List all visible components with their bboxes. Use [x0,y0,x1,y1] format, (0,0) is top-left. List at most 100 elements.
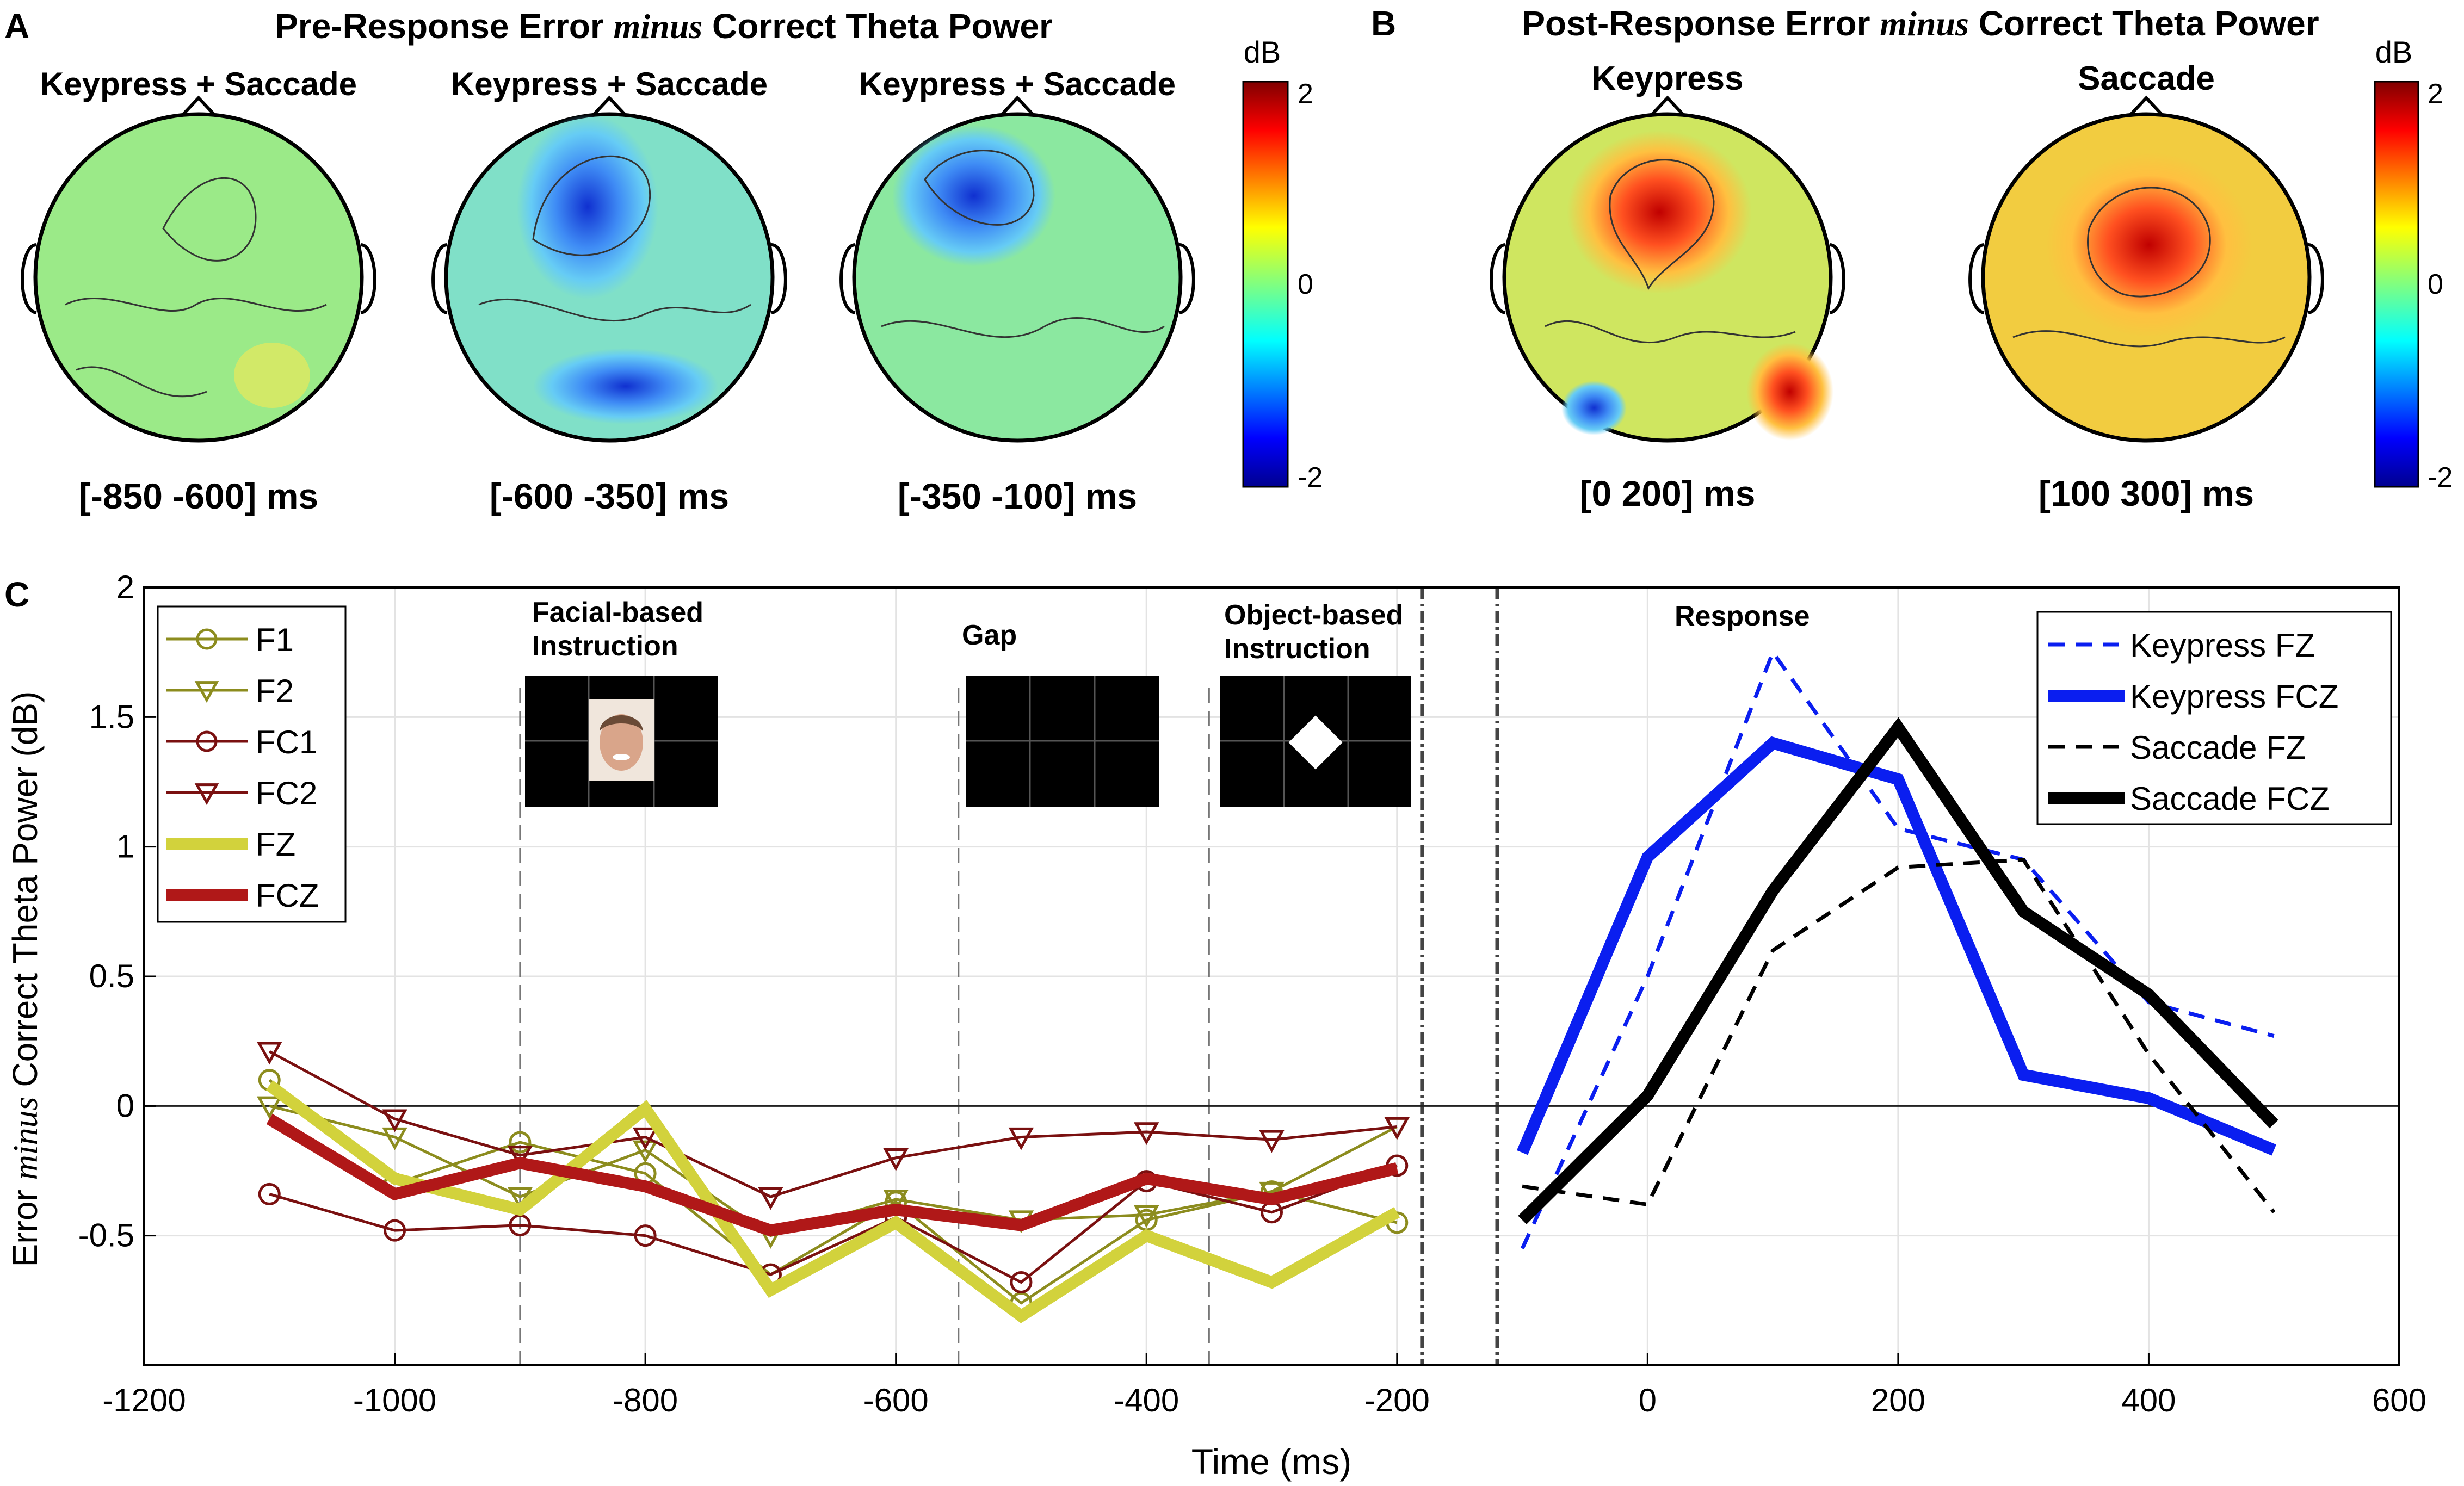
topomap-b2-contour [2012,330,2286,348]
y-tick-label: 1 [116,828,134,865]
topomap-b1-hot-spot-lower [1746,343,1833,441]
face-photo-smile [613,754,630,760]
colorbar-a-tick-mid: 0 [1298,269,1313,300]
panel-a-title-minus: minus [614,7,703,46]
topomap-b1-nose [1650,95,1685,117]
data-point-fc2 [257,1042,282,1065]
y-tick-label: -0.5 [78,1217,134,1254]
legend-label-saccade-fz: Saccade FZ [2130,729,2306,766]
topomap-b1-cold-spot [1561,381,1627,435]
panel-a-letter: A [4,7,29,46]
topomap-a1: Keypress + Saccade [-850 -600] ms [21,66,376,516]
data-point-f1 [509,1131,532,1154]
topomap-b2-contour [2087,187,2211,298]
topomap-a2-nose [591,95,627,117]
x-tick-label: -600 [863,1382,929,1419]
topomap-a3-ear-left [839,243,856,314]
topomap-a1-nose [181,95,217,117]
panel-b-title-post: Correct Theta Power [1969,4,2319,43]
legend-left-items: F1 F2 FC1 FC2 FZ FCZ [166,622,319,914]
y-axis-label: Error minus Correct Theta Power (dB) [5,691,45,1267]
y-axis-ticks: -0.5 0 0.5 1 1.5 2 [78,569,156,1254]
data-point-fc2 [1384,1117,1410,1140]
data-point-fc1 [384,1219,406,1242]
panel-c: C Facial-based Instruction Gap Object-ba… [4,569,2426,1482]
series-line-keypress-fcz [1516,736,2276,1156]
topomap-b1-ear-right [1829,243,1845,314]
colorbar-b: dB 2 0 -2 [2374,35,2453,493]
topomap-b2-nose [2128,95,2164,117]
topomap-a1-ear-right [360,243,376,314]
data-point-f2 [257,1096,282,1119]
face-photo-hair [600,715,643,732]
series-line-saccade-fcz [1518,717,2278,1224]
series-line-fz [265,1080,1400,1323]
topomap-a2-contour [478,298,751,322]
x-axis-label: Time (ms) [1191,1441,1352,1482]
data-point-fc2 [1008,1127,1034,1150]
topomap-a1-window: [-850 -600] ms [79,476,318,516]
legend-label-fz: FZ [256,826,295,863]
legend-marker-fc1 [196,730,218,752]
topomap-a3-nose [999,95,1035,117]
panel-a: A Pre-Response Error minus Correct Theta… [4,7,1323,516]
colorbar-a-unit: dB [1244,35,1281,69]
x-tick-label: 600 [2372,1382,2426,1419]
data-point-fc2 [758,1187,783,1210]
y-axis-label-pre: Error [5,1180,45,1267]
topomap-b2-label: Saccade [2078,60,2215,97]
data-point-fc1 [1010,1271,1033,1293]
topomap-a2-ear-right [771,243,787,314]
series-line-fc1 [269,1164,1398,1284]
panel-a-title: Pre-Response Error minus Correct Theta P… [275,7,1053,46]
panel-b-title-pre: Post-Response Error [1522,4,1880,43]
colorbar-b-tick-bottom: -2 [2428,462,2453,493]
colorbar-b-tick-mid: 0 [2428,269,2443,300]
y-tick-label: 0 [116,1087,134,1124]
x-tick-label: 0 [1639,1382,1657,1419]
topomap-b1-window: [0 200] ms [1580,473,1756,513]
topomap-a1-contour [76,366,207,398]
stimulus-object: Object-based Instruction [1220,599,1411,807]
x-axis-ticks: -1200 -1000 -800 -600 -400 -200 0 200 400 600 [102,1353,2426,1419]
topomap-b2: Saccade [100 300] ms [1968,60,2324,513]
topomap-a1-head [33,112,364,443]
x-tick-label: -200 [1364,1382,1430,1419]
colorbar-b-unit: dB [2375,35,2413,69]
face-photo-head [600,714,643,771]
series-line-f1 [268,1079,1398,1305]
stimulus-gap-label: Gap [962,620,1017,651]
topomap-a3-window: [-350 -100] ms [898,476,1137,516]
legend-marker-f1 [196,628,218,650]
series-line-saccade-fz [1522,857,2276,1213]
topomap-a1-ear-left [21,243,37,314]
topomap-b1-contour [1545,320,1796,344]
topomap-a2-cold-spot-lower [533,348,718,424]
topomap-b2-ear-left [1968,243,1985,314]
y-tick-label: 1.5 [89,698,134,735]
topomap-a3-ear-right [1179,243,1195,314]
topomap-a1-contour [162,177,257,262]
topomap-a2-ear-left [431,243,448,314]
legend-label-keypress-fz: Keypress FZ [2130,627,2315,664]
topomap-a1-contour [65,297,327,312]
colorbar-a-tick-top: 2 [1298,78,1313,110]
legend-marker-fc2 [194,783,219,806]
topomap-a2-contour [532,155,651,256]
topomap-a1-warm-spot [234,343,310,408]
colorbar-a: dB 2 0 -2 [1242,35,1323,493]
panel-a-title-post: Correct Theta Power [702,7,1053,46]
data-point-fc2 [632,1127,658,1150]
data-point-fc2 [1133,1122,1159,1146]
x-tick-label: -800 [613,1382,678,1419]
legend-label-f2: F2 [256,673,294,709]
legend-left-box [157,605,347,923]
data-point-f2 [883,1190,909,1213]
stimulus-facial-label-1: Facial-based [532,597,703,628]
topomap-b1: Keypress [0 200] ms [1490,60,1845,513]
topomap-a2: Keypress + Saccade [-600 -350] ms [431,66,787,516]
stimulus-facial: Facial-based Instruction [525,597,718,807]
colorbar-b-tick-top: 2 [2428,78,2443,110]
x-tick-label: 400 [2121,1382,2176,1419]
legend-right-items: Keypress FZ Keypress FCZ Saccade FZ Saccade… [2048,627,2338,817]
